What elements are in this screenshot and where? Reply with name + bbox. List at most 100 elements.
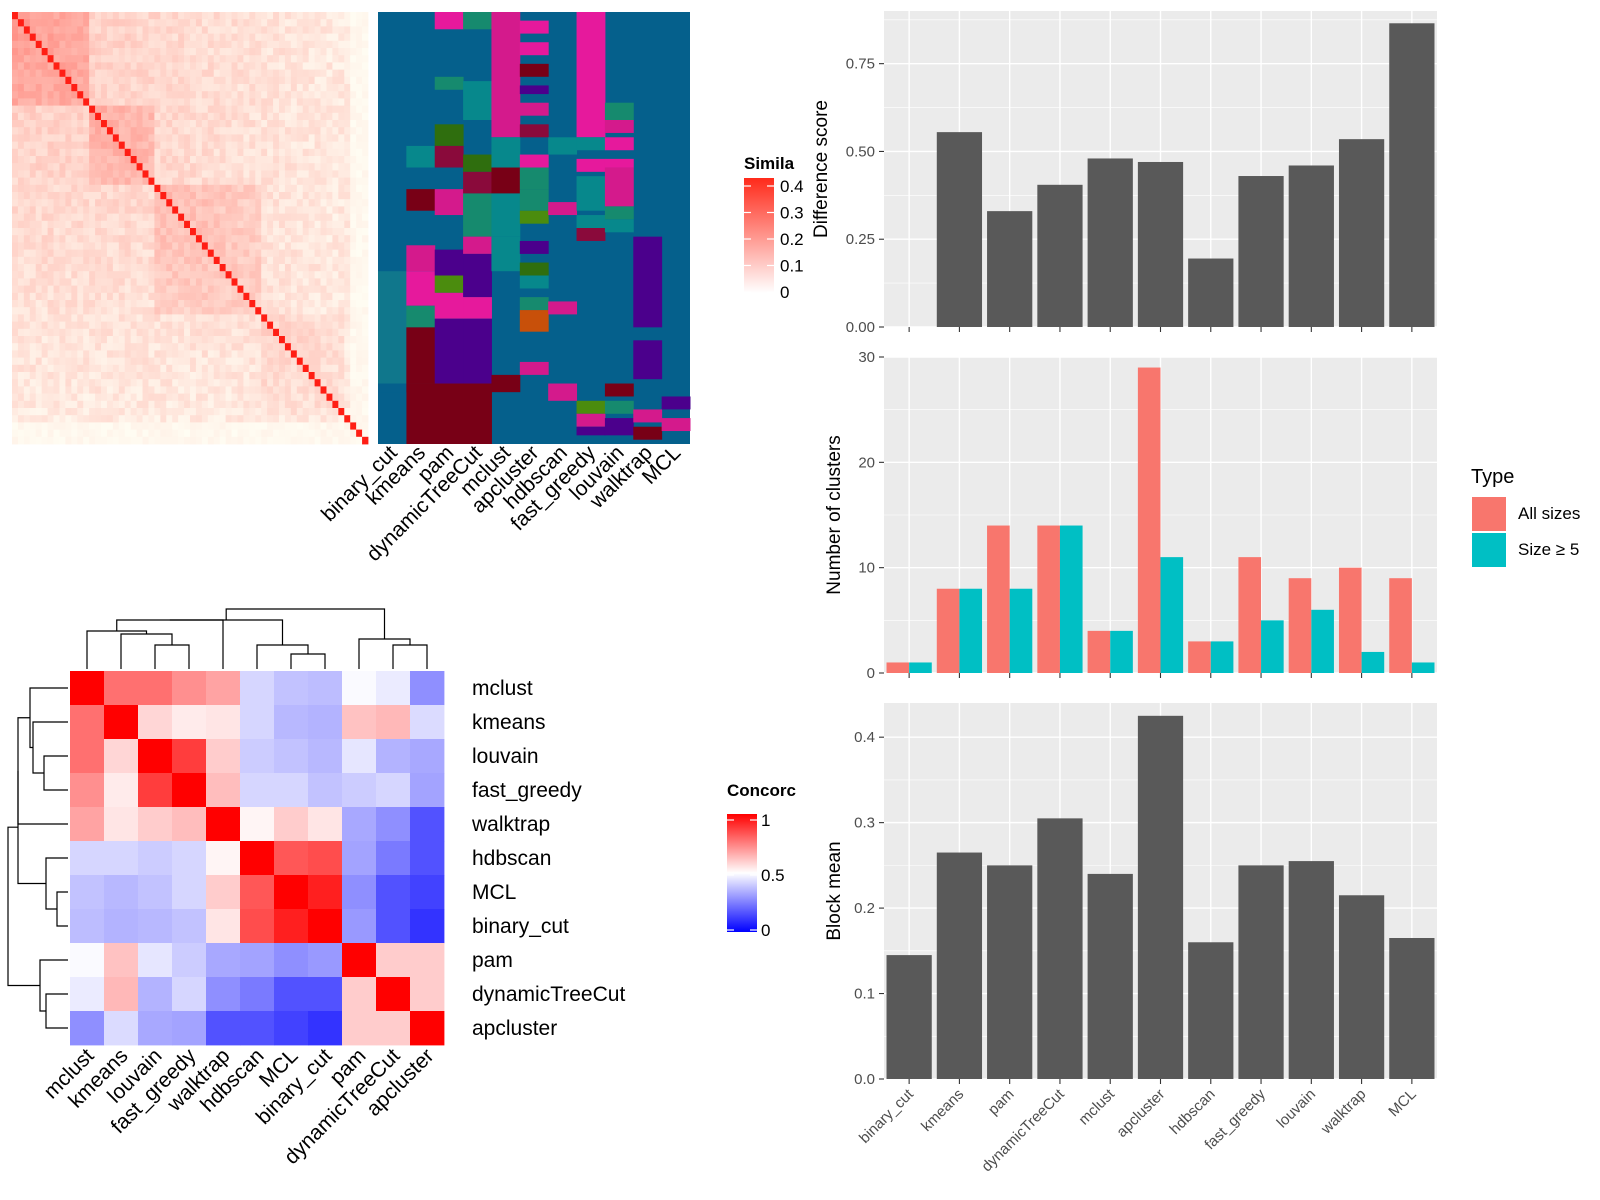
similarity-cell: [130, 220, 137, 229]
similarity-cell: [65, 26, 72, 34]
similarity-cell: [65, 141, 72, 150]
similarity-cell: [326, 98, 333, 106]
similarity-cell: [332, 271, 339, 279]
similarity-cell: [338, 364, 345, 373]
similarity-cell: [213, 98, 221, 106]
concordance-cell: [376, 739, 411, 774]
similarity-cell: [255, 105, 262, 114]
similarity-cell: [142, 48, 149, 56]
similarity-cell: [65, 12, 72, 20]
similarity-cell: [213, 328, 221, 337]
similarity-cell: [219, 350, 226, 358]
similarity-cell: [344, 141, 351, 150]
row-label: hdbscan: [472, 847, 551, 870]
similarity-cell: [320, 206, 327, 214]
similarity-cell: [296, 422, 304, 430]
similarity-cell: [231, 321, 238, 330]
similarity-cell: [296, 62, 304, 70]
similarity-cell: [47, 213, 54, 222]
similarity-cell: [308, 55, 315, 63]
similarity-cell: [130, 372, 137, 380]
similarity-cell: [273, 242, 280, 250]
similarity-cell: [362, 148, 369, 157]
similarity-cell: [350, 400, 357, 409]
similarity-cell: [255, 148, 262, 157]
similarity-cell: [255, 163, 262, 171]
cluster-segment: [548, 202, 578, 216]
similarity-cell: [118, 177, 126, 186]
similarity-cell: [178, 55, 185, 63]
similarity-cell: [290, 436, 298, 445]
similarity-cell: [267, 220, 274, 229]
similarity-cell: [160, 76, 167, 85]
similarity-cell: [59, 170, 66, 178]
similarity-cell: [172, 206, 179, 214]
similarity-cell: [83, 105, 90, 114]
similarity-cell: [279, 48, 286, 56]
similarity-cell: [89, 314, 96, 322]
similarity-cell: [255, 307, 262, 315]
bar-all-sizes: [1137, 367, 1161, 673]
similarity-cell: [29, 364, 37, 373]
similarity-cell: [112, 300, 120, 308]
similarity-cell: [237, 314, 244, 322]
similarity-cell: [338, 69, 345, 78]
similarity-cell: [201, 386, 209, 394]
similarity-cell: [47, 256, 54, 265]
similarity-cell: [279, 242, 286, 250]
concordance-cell: [104, 977, 139, 1012]
similarity-cell: [290, 76, 298, 85]
similarity-cell: [130, 105, 137, 114]
similarity-cell: [279, 177, 286, 186]
similarity-cell: [172, 163, 179, 171]
similarity-cell: [279, 112, 286, 121]
similarity-cell: [338, 12, 345, 20]
similarity-cell: [356, 12, 363, 20]
concordance-cell: [240, 1011, 275, 1046]
similarity-cell: [249, 357, 256, 366]
similarity-cell: [106, 112, 114, 121]
similarity-cell: [338, 156, 345, 164]
similarity-cell: [207, 91, 215, 99]
similarity-cell: [249, 148, 256, 157]
concordance-cell: [206, 773, 241, 808]
similarity-cell: [350, 112, 357, 121]
similarity-cell: [148, 62, 155, 70]
similarity-cell: [344, 249, 351, 258]
similarity-cell: [77, 328, 84, 337]
similarity-cell: [148, 12, 155, 20]
similarity-cell: [124, 249, 132, 258]
similarity-cell: [148, 350, 155, 358]
similarity-cell: [332, 220, 339, 229]
similarity-cell: [95, 26, 102, 34]
similarity-cell: [65, 343, 72, 351]
similarity-cell: [362, 127, 369, 135]
similarity-cell: [237, 184, 244, 193]
row-label: walktrap: [471, 813, 550, 836]
similarity-cell: [118, 321, 126, 330]
similarity-cell: [154, 12, 161, 20]
similarity-cell: [237, 91, 244, 99]
similarity-cell: [29, 55, 37, 63]
similarity-cell: [190, 364, 197, 373]
similarity-cell: [314, 256, 321, 265]
row-label: binary_cut: [472, 915, 569, 938]
similarity-cell: [243, 112, 250, 121]
similarity-cell: [112, 48, 120, 56]
similarity-cell: [136, 163, 143, 171]
similarity-cell: [160, 62, 167, 70]
similarity-cell: [136, 220, 143, 229]
similarity-cell: [356, 307, 363, 315]
similarity-cell: [77, 357, 84, 366]
similarity-cell: [207, 184, 215, 193]
similarity-cell: [356, 213, 363, 222]
similarity-cell: [284, 19, 292, 27]
bar: [1389, 23, 1435, 328]
similarity-cell: [154, 422, 161, 430]
similarity-cell: [290, 307, 298, 315]
similarity-cell: [344, 127, 351, 135]
bar-size-ge5: [1009, 588, 1033, 673]
similarity-cell: [290, 364, 298, 373]
similarity-cell: [344, 343, 351, 351]
similarity-cell: [124, 84, 132, 92]
